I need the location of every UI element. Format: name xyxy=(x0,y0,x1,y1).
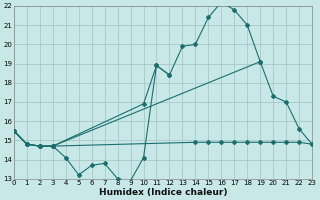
X-axis label: Humidex (Indice chaleur): Humidex (Indice chaleur) xyxy=(99,188,227,197)
